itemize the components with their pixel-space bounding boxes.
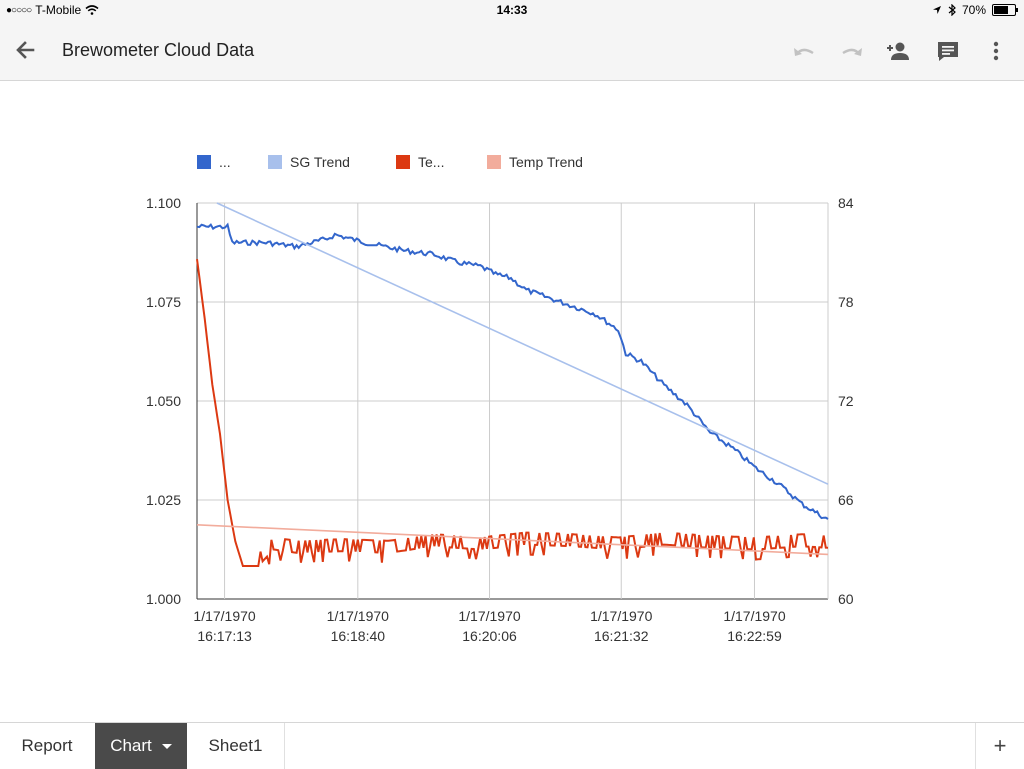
clock: 14:33 <box>496 3 528 17</box>
document-title: Brewometer Cloud Data <box>62 40 255 60</box>
x-tick-label-date: 1/17/1970 <box>723 608 785 624</box>
plus-icon: + <box>993 733 1007 758</box>
series-line-0[interactable] <box>196 222 829 520</box>
legend-label: SG Trend <box>290 154 350 170</box>
battery-percent: 70% <box>961 3 986 17</box>
redo-icon <box>842 48 862 56</box>
y-right-tick-label: 84 <box>838 195 854 211</box>
series-line-2[interactable] <box>196 258 829 567</box>
x-tick-label-time: 16:21:32 <box>594 628 649 644</box>
series-line-3[interactable] <box>196 524 829 556</box>
tab-sheet1-label: Sheet1 <box>208 736 263 755</box>
undo-icon <box>794 48 814 56</box>
chart-area: 1.100 84 1.075 78 1.050 72 1.025 66 1.000 60 1/17/… <box>0 81 1024 721</box>
x-tick-label-time: 16:18:40 <box>331 628 386 644</box>
x-tick-label-time: 16:22:59 <box>727 628 782 644</box>
y-left-tick-label: 1.025 <box>146 492 181 508</box>
app-toolbar: Brewometer Cloud Data <box>0 20 1024 81</box>
bluetooth-icon <box>948 4 956 16</box>
tab-divider <box>284 723 285 769</box>
location-arrow-icon <box>932 6 941 14</box>
series-line-1[interactable] <box>216 202 829 485</box>
sheet-tab-bar: Report Chart Sheet1 + <box>0 722 1024 769</box>
legend-swatch[interactable] <box>396 155 410 169</box>
more-vert-icon <box>993 41 999 61</box>
wifi-icon <box>85 5 99 15</box>
y-left-tick-label: 1.050 <box>146 393 181 409</box>
y-right-tick-label: 60 <box>838 591 854 607</box>
x-tick-label-date: 1/17/1970 <box>327 608 389 624</box>
share-button[interactable] <box>886 38 914 64</box>
tab-chart[interactable]: Chart <box>95 723 187 769</box>
legend-swatch[interactable] <box>197 155 211 169</box>
y-right-tick-label: 72 <box>838 393 854 409</box>
legend-label: Te... <box>418 154 444 170</box>
add-person-icon <box>887 42 909 60</box>
x-tick-label-date: 1/17/1970 <box>193 608 255 624</box>
y-right-tick-label: 66 <box>838 492 854 508</box>
status-left: ●○○○○ T-Mobile <box>6 3 99 17</box>
chevron-down-icon <box>161 744 172 750</box>
tab-report-label: Report <box>21 736 73 755</box>
add-sheet-button[interactable]: + <box>975 723 1024 769</box>
signal-strength-icon: ●○○○○ <box>6 4 32 16</box>
status-right: 70% <box>932 3 1018 17</box>
comment-icon <box>938 42 958 61</box>
y-left-tick-label: 1.100 <box>146 195 181 211</box>
y-right-tick-label: 78 <box>838 294 854 310</box>
status-bar: ●○○○○ T-Mobile 14:33 70% <box>0 0 1024 20</box>
legend-swatch[interactable] <box>487 155 501 169</box>
back-button[interactable] <box>10 36 40 64</box>
tab-report[interactable]: Report <box>0 723 94 769</box>
legend-label: ... <box>219 154 231 170</box>
tab-sheet1[interactable]: Sheet1 <box>187 723 284 769</box>
tab-chart-label: Chart <box>110 736 152 755</box>
battery-icon <box>992 4 1018 16</box>
more-options-button[interactable] <box>982 38 1010 64</box>
carrier-label: T-Mobile <box>35 3 82 17</box>
legend-swatch[interactable] <box>268 155 282 169</box>
x-tick-label-date: 1/17/1970 <box>590 608 652 624</box>
x-tick-label-time: 16:20:06 <box>462 628 517 644</box>
back-arrow-icon <box>16 41 35 59</box>
y-left-tick-label: 1.000 <box>146 591 181 607</box>
x-tick-label-date: 1/17/1970 <box>458 608 520 624</box>
comments-button[interactable] <box>934 38 962 64</box>
legend-label: Temp Trend <box>509 154 583 170</box>
x-tick-label-time: 16:17:13 <box>197 628 252 644</box>
y-left-tick-label: 1.075 <box>146 294 181 310</box>
undo-button[interactable] <box>790 38 818 64</box>
line-chart[interactable]: 1.100 84 1.075 78 1.050 72 1.025 66 1.000 60 1/17/… <box>0 81 1024 721</box>
redo-button[interactable] <box>838 38 866 64</box>
